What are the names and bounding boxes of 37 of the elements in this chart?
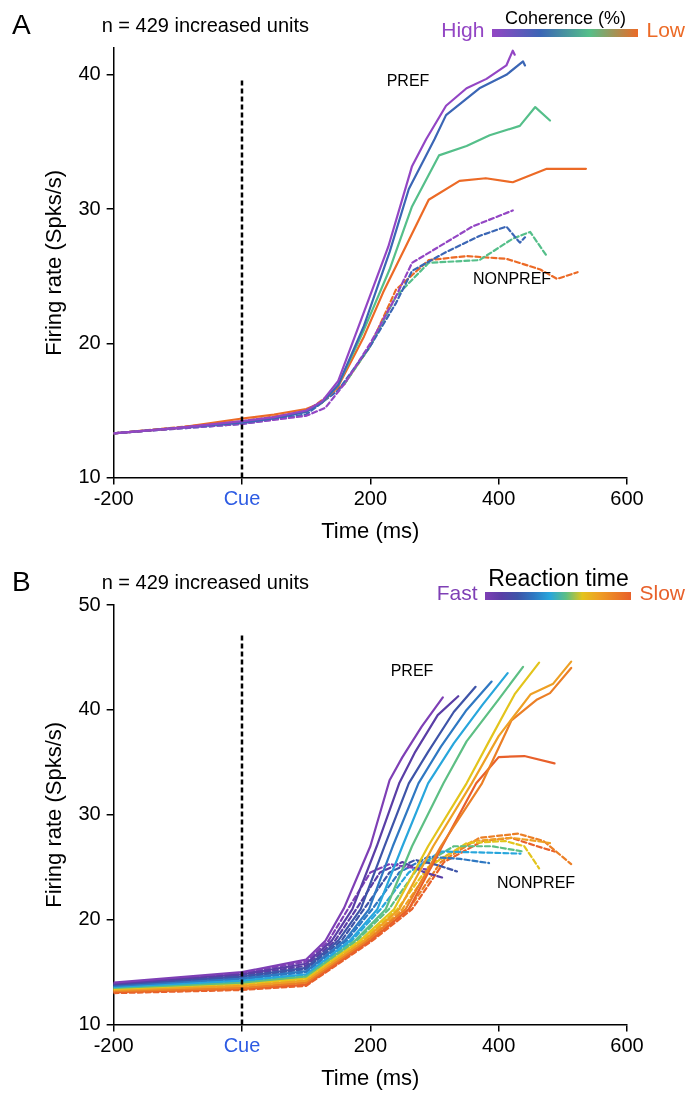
text: Slow: [639, 580, 685, 606]
text: High: [441, 17, 485, 43]
x-tick-label: -200: [93, 1034, 134, 1057]
annotation: PREF: [390, 662, 434, 680]
text: n = 429 increased units: [101, 570, 310, 593]
chart-title: A: [12, 8, 31, 40]
annotation: PREF: [386, 72, 430, 90]
legend-title: Reaction time: [488, 565, 629, 592]
y-tick-label: 20: [78, 907, 101, 930]
text: Low: [646, 17, 685, 43]
x-tick-label: Cue: [223, 1034, 261, 1057]
x-tick-label: Cue: [223, 487, 261, 510]
y-tick-label: 20: [78, 330, 101, 353]
chart-title: B: [12, 565, 31, 597]
x-tick-label: 200: [353, 1034, 388, 1057]
y-tick-label: 10: [78, 465, 101, 488]
y-tick-label: 30: [78, 802, 101, 825]
x-tick-label: -200: [93, 487, 134, 510]
annotation: NONPREF: [496, 874, 576, 892]
y-tick-label: 10: [78, 1012, 101, 1035]
y-axis-title: Firing rate (Spks/s): [41, 721, 67, 908]
annotation: NONPREF: [472, 270, 552, 288]
y-tick-label: 40: [78, 62, 101, 85]
x-axis-title: Time (ms): [321, 517, 420, 543]
text: Fast: [436, 580, 478, 606]
y-tick-label: 50: [78, 592, 101, 615]
x-tick-label: 400: [481, 1034, 516, 1057]
text: n = 429 increased units: [101, 13, 310, 36]
x-tick-label: 400: [481, 487, 516, 510]
legend-title: Coherence (%): [504, 8, 626, 29]
x-tick-label: 200: [353, 487, 388, 510]
x-axis-title: Time (ms): [321, 1064, 420, 1090]
x-tick-label: 600: [610, 487, 644, 510]
y-tick-label: 30: [78, 196, 101, 219]
y-axis-title: Firing rate (Spks/s): [41, 169, 67, 356]
y-tick-label: 40: [78, 697, 101, 720]
x-tick-label: 600: [610, 1034, 644, 1057]
